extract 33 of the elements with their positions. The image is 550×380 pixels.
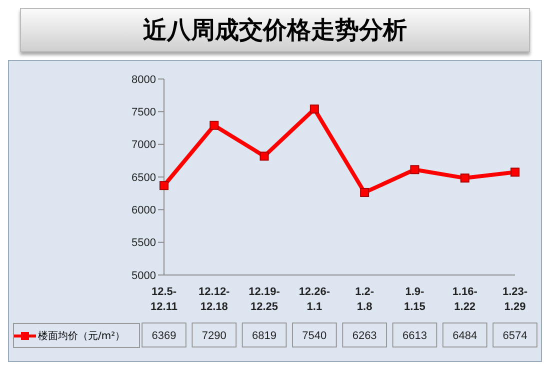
point (210, 120, 219, 130)
y-tick-label: 8000 (132, 74, 156, 86)
point (410, 165, 420, 174)
point (260, 152, 269, 161)
data-label: 7290 (202, 330, 226, 342)
data-label: 6819 (252, 330, 277, 342)
y-tick-label: 5000 (132, 270, 156, 282)
x-tick-label: 12.19-12.25 (248, 286, 280, 313)
data-label: 6484 (452, 330, 478, 342)
point (360, 188, 370, 197)
data-label: 6613 (402, 330, 427, 342)
x-tick-label: 1.16-1.22 (452, 286, 478, 313)
x-tick-label: 1.23-1.29 (502, 286, 528, 313)
chart-title: 近八周成交价格走势分析 (20, 8, 530, 52)
x-tick-label: 12.12-12.18 (198, 286, 230, 313)
point (460, 174, 470, 183)
y-tick-label: 5500 (132, 237, 156, 250)
data-label: 7540 (302, 330, 327, 342)
y-tick-label: 7000 (132, 139, 156, 152)
point (510, 168, 520, 177)
data-label: 6263 (352, 330, 377, 342)
x-tick-label: 1.2-1.8 (355, 286, 374, 313)
x-tick-label: 1.9-1.15 (404, 286, 426, 313)
y-tick-label: 6500 (132, 172, 156, 184)
x-tick-label: 12.5-12.11 (150, 286, 178, 313)
data-label: 6369 (152, 330, 176, 342)
y-tick-label: 6000 (132, 204, 156, 217)
point (310, 104, 319, 114)
x-tick-label: 12.26-1.1 (298, 286, 330, 313)
point (160, 181, 168, 190)
legend-label: 楼面均价（元/m²） (38, 330, 126, 342)
data-label: 6574 (502, 330, 528, 342)
y-tick-label: 7500 (132, 106, 156, 119)
